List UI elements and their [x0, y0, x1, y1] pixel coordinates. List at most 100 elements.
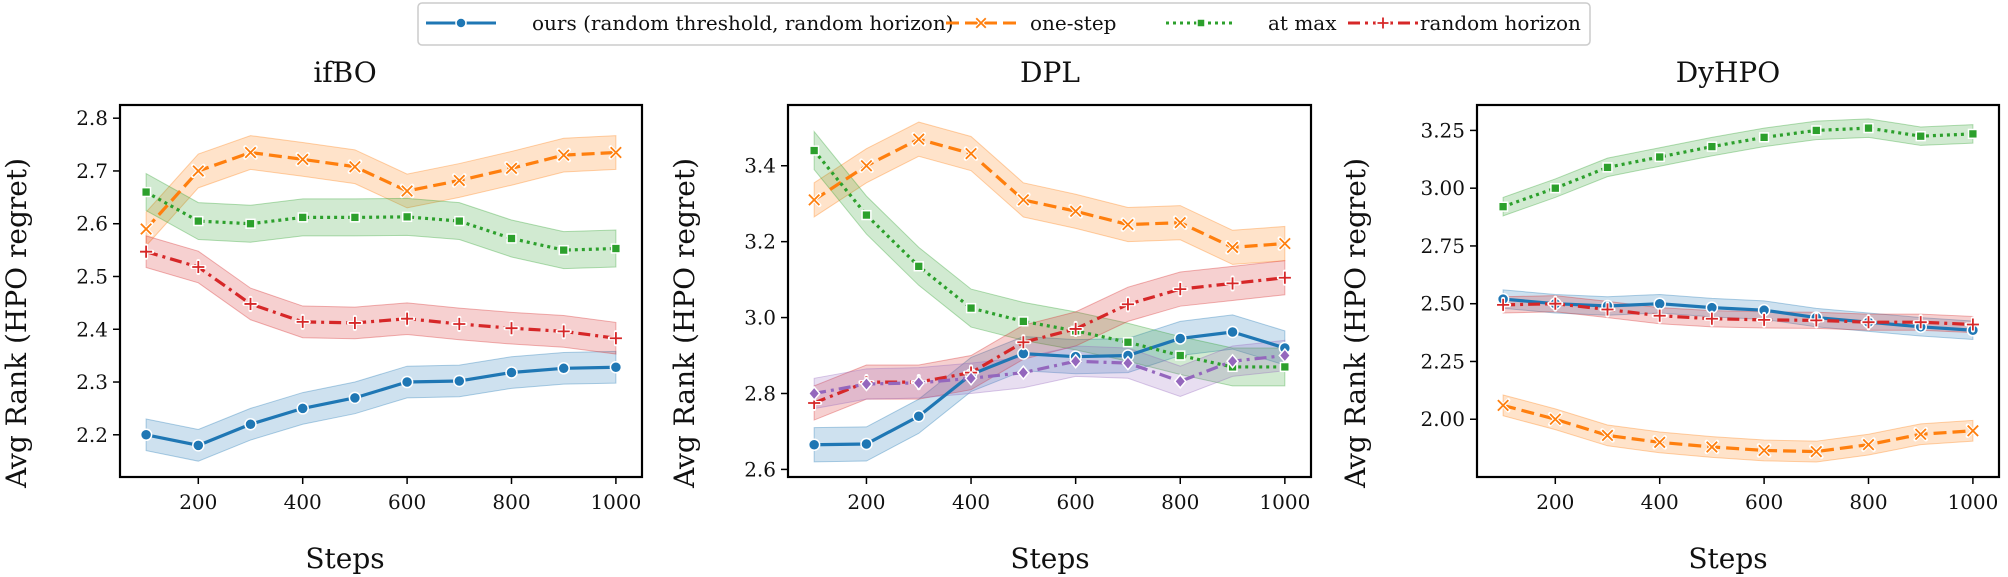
y-tick-label: 2.6	[744, 457, 776, 481]
x-axis-label: Steps	[305, 542, 384, 575]
series-line-onestep	[144, 150, 616, 231]
legend-marker-glyph	[1196, 18, 1206, 28]
data-point-atmax	[1915, 131, 1926, 142]
data-point-onestep	[1068, 204, 1083, 219]
data-point-ours	[1653, 297, 1666, 310]
series-line-randhor	[145, 250, 617, 340]
legend-label-randhor: random horizon	[1420, 11, 1581, 35]
x-tick-label: 600	[388, 490, 426, 514]
data-point-randhor	[1912, 314, 1929, 331]
data-point-atmax	[610, 243, 622, 254]
chart-panel-ifbo: ifBO Steps Avg Rank (HPO regret) 200 400 6…	[0, 56, 644, 575]
data-point-atmax	[1758, 132, 1770, 143]
data-point-ours	[609, 360, 623, 374]
data-point-randhor	[503, 320, 520, 337]
data-point-onestep	[859, 158, 874, 173]
series-line-randhor	[1503, 302, 1973, 327]
legend-marker-ours	[455, 17, 467, 29]
data-point-atmax	[1602, 162, 1613, 173]
y-tick-label: 2.4	[76, 317, 108, 341]
data-point-extra	[1173, 373, 1187, 390]
panel-title: DPL	[1020, 56, 1080, 89]
data-point-atmax	[809, 145, 820, 156]
x-tick-label: 400	[952, 490, 990, 514]
series-line-onestep	[813, 137, 1285, 249]
data-point-randhor	[1547, 295, 1564, 312]
panel-title: DyHPO	[1676, 56, 1780, 89]
data-point-randhor	[607, 330, 624, 347]
data-point-ours	[192, 439, 205, 452]
confidence-band-ours	[1502, 289, 1974, 341]
data-point-atmax	[1122, 337, 1134, 348]
data-point-extra	[1121, 355, 1135, 371]
y-tick-label: 2.25	[1420, 349, 1465, 373]
data-point-randhor	[1495, 296, 1512, 313]
data-point-ours	[139, 428, 153, 442]
data-point-atmax	[140, 186, 152, 198]
data-point-onestep	[556, 147, 571, 163]
plot-area	[806, 121, 1293, 463]
confidence-band-randhor	[145, 235, 617, 355]
data-point-atmax	[1550, 183, 1561, 194]
series-line-ours	[814, 330, 1286, 447]
data-point-randhor	[555, 323, 572, 340]
legend-marker-glyph	[455, 17, 467, 29]
y-axis-label: Avg Rank (HPO regret)	[1339, 158, 1372, 489]
data-point-onestep	[504, 161, 519, 176]
data-point-extra	[964, 370, 978, 386]
y-axis-label: Avg Rank (HPO regret)	[668, 158, 701, 489]
data-point-onestep	[1861, 437, 1876, 452]
y-tick-label: 3.00	[1420, 176, 1465, 200]
data-point-atmax	[913, 261, 924, 272]
x-tick-label: 600	[1057, 490, 1095, 514]
data-point-extra	[1016, 364, 1030, 381]
axes-frame	[1475, 103, 2001, 479]
data-point-randhor	[1119, 296, 1136, 313]
data-point-randhor	[1172, 281, 1189, 298]
legend-label-onestep: one-step	[1030, 11, 1116, 35]
data-point-extra	[1069, 353, 1083, 369]
data-point-atmax	[506, 233, 517, 244]
data-point-atmax	[965, 302, 977, 314]
data-point-atmax	[454, 215, 465, 227]
data-point-atmax	[1863, 122, 1874, 134]
data-point-randhor	[1599, 301, 1616, 318]
data-point-onestep	[1756, 443, 1772, 458]
data-point-onestep	[399, 183, 415, 199]
data-point-onestep	[911, 131, 926, 147]
data-point-atmax	[401, 211, 413, 223]
legend-label-atmax: at max	[1268, 11, 1337, 35]
data-point-ours	[807, 438, 821, 451]
series-line-onestep	[1502, 403, 1974, 454]
legend-marker-atmax	[1196, 18, 1206, 28]
data-point-randhor	[138, 243, 155, 260]
y-tick-label: 2.8	[744, 381, 776, 405]
plot-area	[1495, 118, 1981, 463]
chart-panel-dpl: DPL Steps Avg Rank (HPO regret) 200 400 60…	[668, 56, 1313, 575]
data-point-randhor	[1756, 311, 1773, 328]
data-point-onestep	[1120, 217, 1136, 232]
data-point-atmax	[1497, 201, 1509, 212]
data-point-atmax	[297, 212, 308, 223]
y-tick-label: 2.6	[76, 212, 108, 236]
data-point-onestep	[1704, 439, 1720, 455]
data-point-ours	[1174, 332, 1187, 345]
data-point-randhor	[1964, 316, 1981, 333]
data-point-ours	[557, 362, 570, 375]
data-point-extra	[912, 375, 926, 391]
data-point-onestep	[1913, 427, 1928, 442]
axes-frame	[118, 103, 644, 479]
x-tick-label: 200	[179, 490, 217, 514]
data-point-ours	[453, 374, 466, 388]
data-point-ours	[505, 366, 518, 379]
data-point-randhor	[242, 295, 259, 312]
legend-marker-glyph	[1375, 15, 1391, 31]
x-tick-label: 200	[847, 490, 885, 514]
data-point-ours	[860, 437, 873, 451]
y-tick-label: 3.25	[1420, 118, 1465, 142]
confidence-band-onestep	[813, 121, 1286, 265]
legend-marker-glyph	[974, 16, 988, 30]
data-point-onestep	[347, 159, 363, 174]
x-tick-label: 1000	[590, 490, 641, 514]
legend: ours (random threshold, random horizon) …	[417, 2, 1591, 46]
